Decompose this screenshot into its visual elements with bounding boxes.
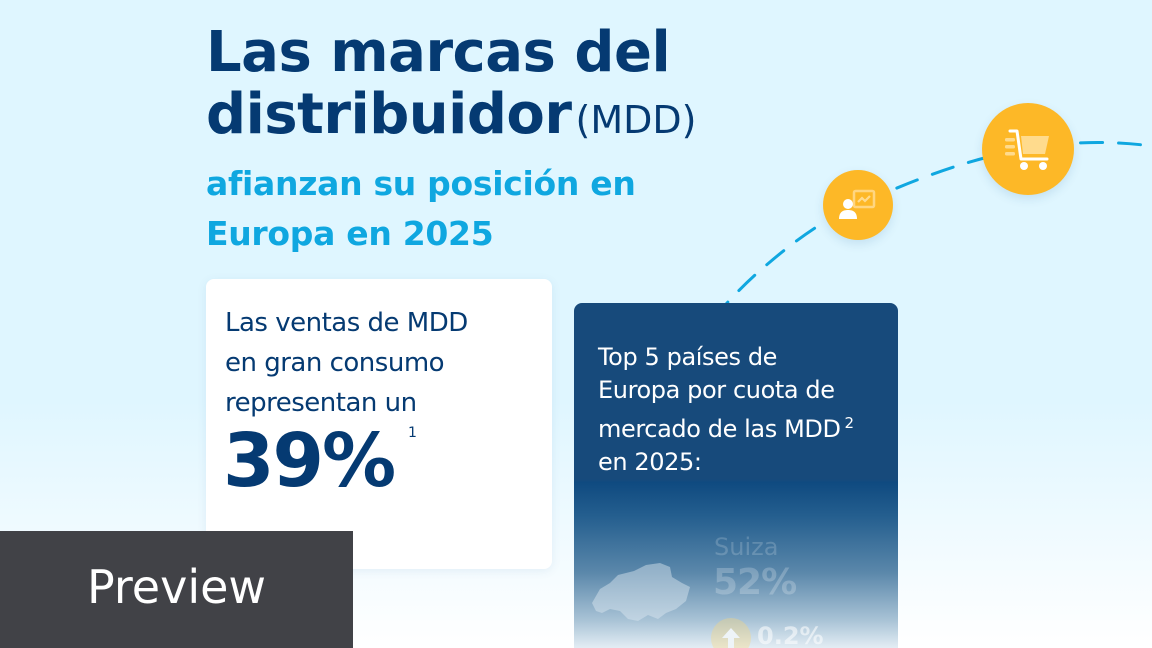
top5-title-line-2: Europa por cuota de <box>598 376 835 404</box>
presentation-chart-icon <box>823 170 893 240</box>
preview-label: Preview <box>86 559 267 614</box>
footnote-marker: 2 <box>844 414 855 432</box>
header: Las marcas del distribuidor (MDD) afianza… <box>206 22 806 259</box>
stat-value: 39% <box>223 418 396 504</box>
country-change: 0.2% <box>757 622 824 648</box>
page-title-line-1: Las marcas del <box>206 20 671 85</box>
subtitle-line-2: Europa en 2025 <box>206 214 494 253</box>
stat-line-1: Las ventas de MDD <box>225 308 468 338</box>
subtitle: afianzan su posición en Europa en 2025 <box>206 159 806 259</box>
top5-title-line-1: Top 5 países de <box>598 343 778 371</box>
page-title-line-2: distribuidor (MDD) <box>206 84 806 151</box>
top5-card-title: Top 5 países de Europa por cuota de merc… <box>598 341 854 479</box>
arrow-up-icon <box>711 618 751 648</box>
preview-badge: Preview <box>0 531 353 648</box>
page-title-word: distribuidor <box>206 82 572 147</box>
stat-description: Las ventas de MDD en gran consumo repres… <box>225 303 468 423</box>
shopping-cart-icon <box>982 103 1074 195</box>
footnote-marker: 1 <box>408 425 417 441</box>
top5-countries-card: Top 5 países de Europa por cuota de merc… <box>574 303 898 648</box>
subtitle-line-1: afianzan su posición en <box>206 164 636 203</box>
stat-line-3: representan un <box>225 388 417 418</box>
country-name: Suiza <box>714 533 779 561</box>
mdd-sales-stat-card: Las ventas de MDD en gran consumo repres… <box>206 279 552 569</box>
top5-title-line-3-text: mercado de las MDD <box>598 415 841 443</box>
top5-title-line-4: en 2025: <box>598 448 702 476</box>
page-title-abbreviation: (MDD) <box>575 98 697 142</box>
top5-title-line-3: mercado de las MDD 2 <box>598 407 854 446</box>
stat-line-2: en gran consumo <box>225 348 445 378</box>
country-share: 52% <box>713 562 797 603</box>
switzerland-map-icon <box>592 563 690 621</box>
